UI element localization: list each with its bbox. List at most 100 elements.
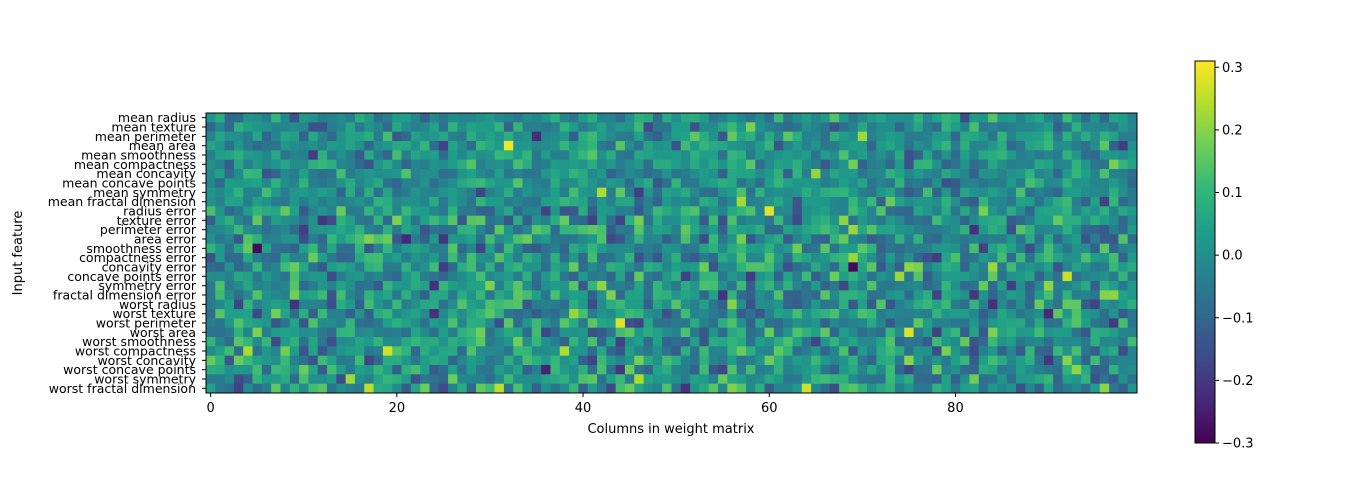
heatmap-cell: [215, 318, 226, 329]
heatmap-cell: [988, 262, 998, 273]
heatmap-cell: [857, 141, 868, 151]
heatmap-cell: [299, 234, 309, 245]
heatmap-cell: [960, 318, 970, 329]
heatmap-cell: [792, 169, 803, 179]
heatmap-cell: [792, 355, 803, 366]
heatmap-cell: [988, 141, 998, 151]
heatmap-cell: [1025, 281, 1035, 291]
heatmap-cell: [978, 234, 989, 245]
heatmap-cell: [457, 318, 468, 329]
heatmap-cell: [839, 206, 849, 217]
heatmap-cell: [327, 150, 337, 161]
heatmap-cell: [252, 159, 263, 170]
heatmap-cell: [382, 383, 393, 394]
heatmap-cell: [652, 150, 663, 161]
heatmap-cell: [718, 271, 728, 282]
heatmap-cell: [261, 365, 272, 375]
heatmap-cell: [811, 159, 821, 170]
heatmap-cell: [336, 327, 347, 338]
heatmap-cell: [624, 374, 635, 385]
heatmap-cell: [680, 337, 691, 347]
heatmap-cell: [327, 383, 337, 394]
heatmap-cell: [960, 178, 970, 189]
heatmap-cell: [932, 215, 942, 226]
heatmap-cell: [978, 169, 989, 179]
heatmap-cell: [1071, 271, 1082, 282]
heatmap-cell: [503, 383, 514, 394]
heatmap-cell: [1090, 262, 1101, 273]
heatmap-cell: [811, 374, 821, 385]
heatmap-cell: [820, 187, 831, 198]
heatmap-cell: [559, 234, 570, 245]
heatmap-cell: [690, 122, 700, 133]
heatmap-cell: [457, 299, 468, 310]
heatmap-cell: [317, 206, 328, 217]
heatmap-cell: [308, 383, 319, 394]
heatmap-cell: [718, 299, 728, 310]
heatmap-cell: [448, 281, 458, 291]
heatmap-cell: [1081, 271, 1091, 282]
heatmap-cell: [839, 150, 849, 161]
heatmap-cell: [690, 337, 700, 347]
heatmap-cell: [317, 262, 328, 273]
heatmap-cell: [1071, 253, 1082, 263]
heatmap-cell: [308, 337, 319, 347]
heatmap-cell: [1071, 159, 1082, 170]
heatmap-cell: [457, 355, 468, 366]
heatmap-cell: [299, 243, 309, 254]
heatmap-cell: [448, 206, 458, 217]
heatmap-cell: [811, 355, 821, 366]
heatmap-cell: [662, 141, 672, 151]
heatmap-cell: [299, 159, 309, 170]
heatmap-cell: [1062, 234, 1073, 245]
heatmap-cell: [1118, 225, 1129, 235]
heatmap-cell: [745, 187, 756, 198]
heatmap-cell: [634, 383, 644, 394]
heatmap-cell: [904, 197, 914, 207]
heatmap-cell: [578, 383, 589, 394]
heatmap-cell: [1099, 206, 1110, 217]
heatmap-cell: [401, 374, 412, 385]
heatmap-cell: [969, 262, 980, 273]
heatmap-cell: [550, 159, 561, 170]
heatmap-cell: [429, 281, 440, 291]
heatmap-cell: [531, 178, 542, 189]
heatmap-cell: [475, 327, 486, 338]
heatmap-cell: [206, 290, 216, 301]
heatmap-cell: [671, 374, 682, 385]
heatmap-cell: [932, 271, 942, 282]
heatmap-cell: [960, 197, 970, 207]
heatmap-cell: [680, 131, 691, 142]
heatmap-cell: [271, 281, 281, 291]
heatmap-cell: [289, 346, 300, 357]
heatmap-cell: [1025, 122, 1035, 133]
heatmap-cell: [1081, 113, 1091, 123]
heatmap-cell: [1109, 309, 1119, 319]
heatmap-cell: [745, 299, 756, 310]
heatmap-cell: [755, 374, 765, 385]
heatmap-cell: [662, 318, 672, 329]
heatmap-cell: [922, 215, 933, 226]
heatmap-cell: [1071, 327, 1082, 338]
heatmap-cell: [336, 271, 347, 282]
heatmap-cell: [206, 169, 216, 179]
heatmap-cell: [475, 374, 486, 385]
heatmap-cell: [764, 299, 775, 310]
heatmap-cell: [1099, 225, 1110, 235]
heatmap-cell: [764, 327, 775, 338]
x-axis-label: Columns in weight matrix: [587, 422, 754, 437]
heatmap-cell: [457, 131, 468, 142]
heatmap-cell: [969, 206, 980, 217]
heatmap-cell: [531, 271, 542, 282]
heatmap-cell: [578, 281, 589, 291]
heatmap-cell: [327, 206, 337, 217]
heatmap-cell: [448, 243, 458, 254]
heatmap-cell: [280, 122, 291, 133]
heatmap-cell: [224, 346, 235, 357]
heatmap-cell: [745, 281, 756, 291]
heatmap-cell: [904, 225, 914, 235]
heatmap-cell: [410, 113, 421, 123]
heatmap-cell: [1034, 225, 1045, 235]
heatmap-cell: [969, 234, 980, 245]
heatmap-cell: [652, 290, 663, 301]
